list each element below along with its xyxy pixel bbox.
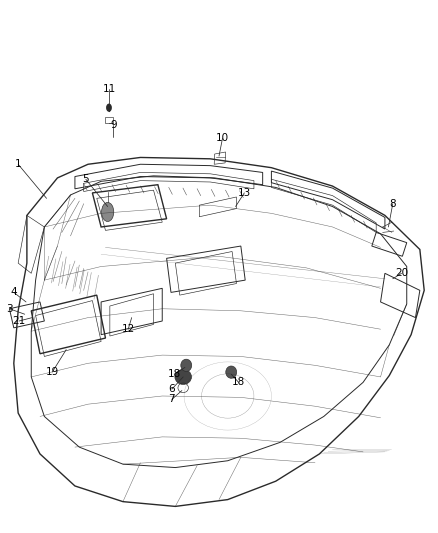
Ellipse shape	[175, 369, 191, 384]
Circle shape	[107, 104, 111, 111]
Text: 6: 6	[169, 384, 175, 394]
Bar	[106, 117, 113, 123]
Text: 4: 4	[11, 287, 17, 297]
Text: 11: 11	[102, 84, 116, 94]
Text: 5: 5	[82, 174, 89, 184]
Text: 13: 13	[238, 188, 251, 198]
Text: 9: 9	[110, 120, 117, 130]
Text: 19: 19	[46, 367, 59, 377]
Ellipse shape	[226, 366, 237, 378]
Circle shape	[102, 203, 114, 222]
Text: 12: 12	[122, 324, 135, 334]
Text: 7: 7	[169, 394, 175, 405]
Text: 3: 3	[6, 304, 13, 314]
Text: 18: 18	[168, 369, 181, 379]
Text: 10: 10	[216, 133, 229, 143]
Text: 1: 1	[15, 159, 21, 169]
Ellipse shape	[181, 359, 192, 372]
Text: 21: 21	[12, 316, 26, 326]
Text: 8: 8	[389, 199, 396, 209]
Text: 20: 20	[395, 268, 408, 278]
Text: 18: 18	[232, 377, 245, 387]
